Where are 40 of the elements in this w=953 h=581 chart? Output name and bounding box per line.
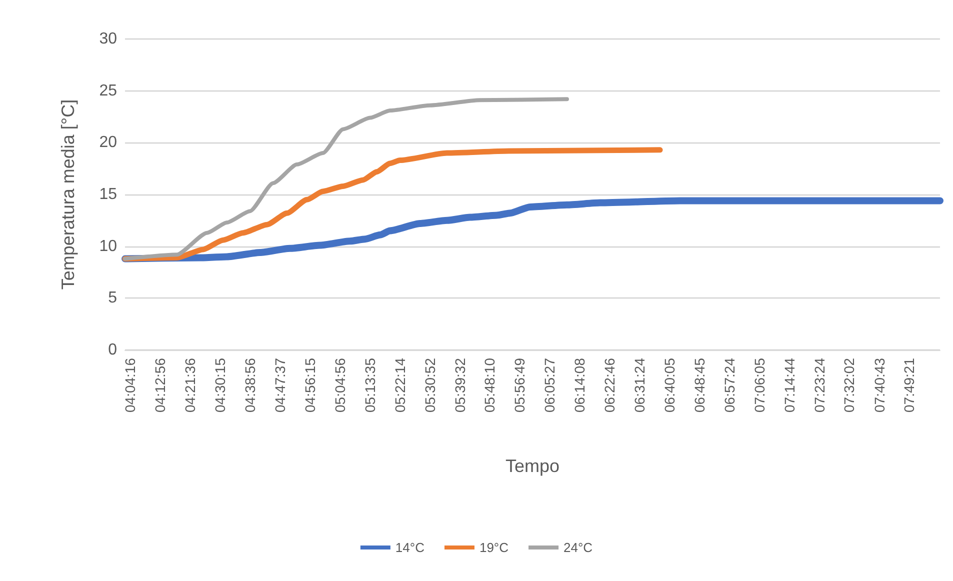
x-tick-label: 04:38:56 [242, 358, 258, 412]
x-tick-label: 05:04:56 [332, 358, 348, 412]
x-tick-label: 06:40:05 [661, 358, 678, 412]
x-tick-label: 07:49:21 [901, 358, 918, 412]
x-tick-label: 04:47:37 [272, 358, 288, 412]
x-tick-label: 04:04:16 [122, 358, 138, 412]
x-tick-label: 04:12:56 [152, 358, 168, 412]
x-tick-label: 06:14:08 [572, 358, 588, 412]
x-tick-label: 07:14:44 [781, 358, 798, 412]
x-axis-title: Tempo [505, 456, 560, 476]
x-tick-label: 04:21:36 [182, 358, 198, 412]
x-tick-label: 05:48:10 [482, 358, 498, 412]
y-tick-label: 25 [99, 82, 118, 100]
y-tick-label: 0 [108, 342, 118, 358]
x-tick-label: 05:56:49 [512, 358, 528, 412]
x-tick-label: 07:40:43 [871, 358, 888, 412]
line-series [123, 97, 569, 261]
x-tick-label: 06:05:27 [541, 358, 558, 412]
x-tick-label: 07:32:02 [841, 358, 858, 412]
x-tick-label: 04:56:15 [302, 358, 318, 412]
y-axis-title: Temperatura media [°C] [58, 99, 78, 290]
x-tick-label: 06:48:45 [691, 358, 708, 412]
y-tick-label: 30 [99, 30, 118, 48]
y-tick-label: 10 [99, 238, 118, 255]
x-tick-label: 06:22:46 [601, 358, 618, 412]
legend-label: 14°C [395, 540, 424, 555]
x-tick-label: 06:57:24 [721, 358, 738, 412]
x-tick-label: 05:39:32 [452, 358, 468, 412]
y-tick-label: 15 [99, 186, 118, 203]
x-tick-label: 05:22:14 [392, 358, 408, 412]
x-tick-label: 05:30:52 [422, 358, 438, 412]
x-tick-label: 06:31:24 [631, 358, 648, 412]
x-tick-label: 07:06:05 [751, 358, 768, 412]
legend-label: 19°C [479, 540, 509, 555]
x-tick-label: 04:30:15 [212, 358, 228, 412]
x-tick-label: 07:23:24 [811, 358, 828, 412]
legend-label: 24°C [564, 540, 593, 555]
x-tick-label: 05:13:35 [362, 358, 378, 412]
y-tick-label: 20 [99, 134, 118, 152]
y-tick-label: 5 [108, 290, 118, 307]
